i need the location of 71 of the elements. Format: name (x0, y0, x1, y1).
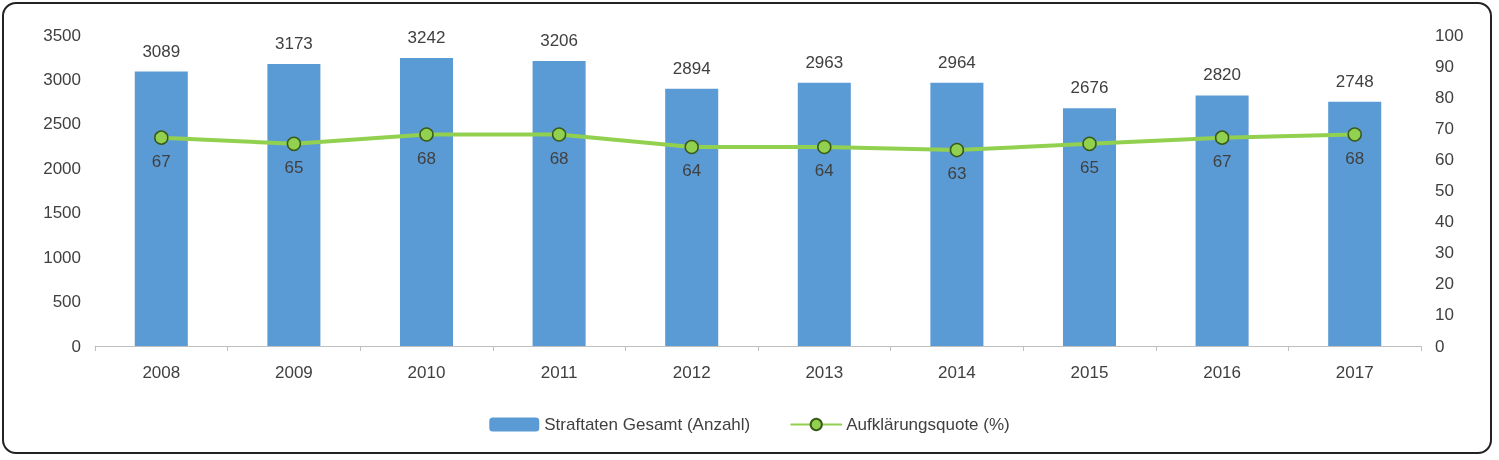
y-tick-label: 500 (52, 292, 81, 312)
x-tick-label: 2010 (407, 363, 446, 382)
x-tick-label: 2008 (142, 363, 181, 382)
bar (665, 88, 719, 346)
data-label: 64 (682, 161, 702, 181)
data-label: 63 (947, 164, 967, 184)
y2-tick-label: 0 (1435, 336, 1445, 356)
data-label: 2748 (1335, 71, 1374, 91)
point (1214, 130, 1230, 145)
legend-label: Aufklärungsquote (%) (846, 415, 1010, 434)
data-label: 2676 (1070, 78, 1109, 98)
x-tick-label: 2017 (1335, 363, 1374, 382)
data-label: 64 (814, 161, 834, 181)
data-label: 3206 (540, 31, 579, 51)
bar (1328, 101, 1382, 346)
y-tick-label: 1500 (43, 203, 81, 223)
y-tick-label: 0 (71, 336, 81, 356)
y2-tick-label: 10 (1435, 305, 1454, 325)
y2-tick-label: 70 (1435, 118, 1454, 138)
point (419, 127, 434, 142)
y-tick-label: 2500 (43, 114, 81, 134)
data-label: 2820 (1203, 65, 1242, 85)
data-label: 3173 (274, 34, 313, 54)
bar (267, 64, 321, 346)
y-tick-label: 2000 (43, 158, 81, 178)
y-tick-label: 3000 (43, 69, 81, 89)
data-label: 68 (417, 148, 436, 168)
y2-tick-label: 40 (1435, 212, 1454, 232)
x-tick-label: 2015 (1070, 363, 1109, 382)
x-tick-label: 2014 (937, 363, 976, 382)
data-label: 67 (1212, 151, 1232, 171)
x-tick-label: 2009 (274, 363, 313, 382)
x-tick-label: 2012 (672, 363, 711, 382)
y2-tick-label: 50 (1435, 181, 1454, 200)
point (684, 139, 699, 155)
point (1082, 136, 1097, 152)
data-label: 2964 (937, 52, 976, 72)
data-label: 67 (151, 151, 171, 171)
y2-tick-label: 80 (1435, 87, 1454, 107)
x-tick-label: 2011 (540, 363, 578, 382)
point (154, 130, 169, 145)
y2-tick-label: 60 (1435, 149, 1454, 169)
y2-tick-label: 20 (1435, 274, 1454, 294)
legend-label: Straftaten Gesamt (Anzahl) (544, 415, 751, 434)
data-label: 2963 (805, 52, 844, 72)
data-label: 3242 (407, 27, 446, 47)
point (1347, 127, 1362, 142)
data-label: 65 (284, 158, 304, 178)
bar (930, 82, 984, 346)
data-label: 68 (1345, 148, 1365, 168)
y-tick-label: 1000 (43, 247, 81, 267)
data-label: 2894 (672, 58, 711, 78)
bar (1062, 108, 1117, 346)
bar (399, 57, 454, 346)
y-tick-label: 3500 (43, 25, 81, 45)
bar (134, 71, 188, 346)
point (286, 136, 302, 152)
data-label: 68 (549, 148, 569, 168)
y2-tick-label: 90 (1435, 56, 1454, 76)
bar (797, 82, 851, 346)
point (817, 139, 832, 155)
data-label: 65 (1080, 158, 1099, 178)
x-tick-label: 2013 (805, 363, 844, 382)
point (949, 142, 965, 158)
bar (1195, 95, 1249, 346)
data-label: 3089 (142, 41, 181, 61)
x-tick-label: 2016 (1203, 363, 1242, 382)
y2-tick-label: 100 (1435, 25, 1464, 45)
y2-tick-label: 30 (1435, 243, 1454, 263)
point (551, 127, 567, 142)
bar (532, 61, 586, 346)
